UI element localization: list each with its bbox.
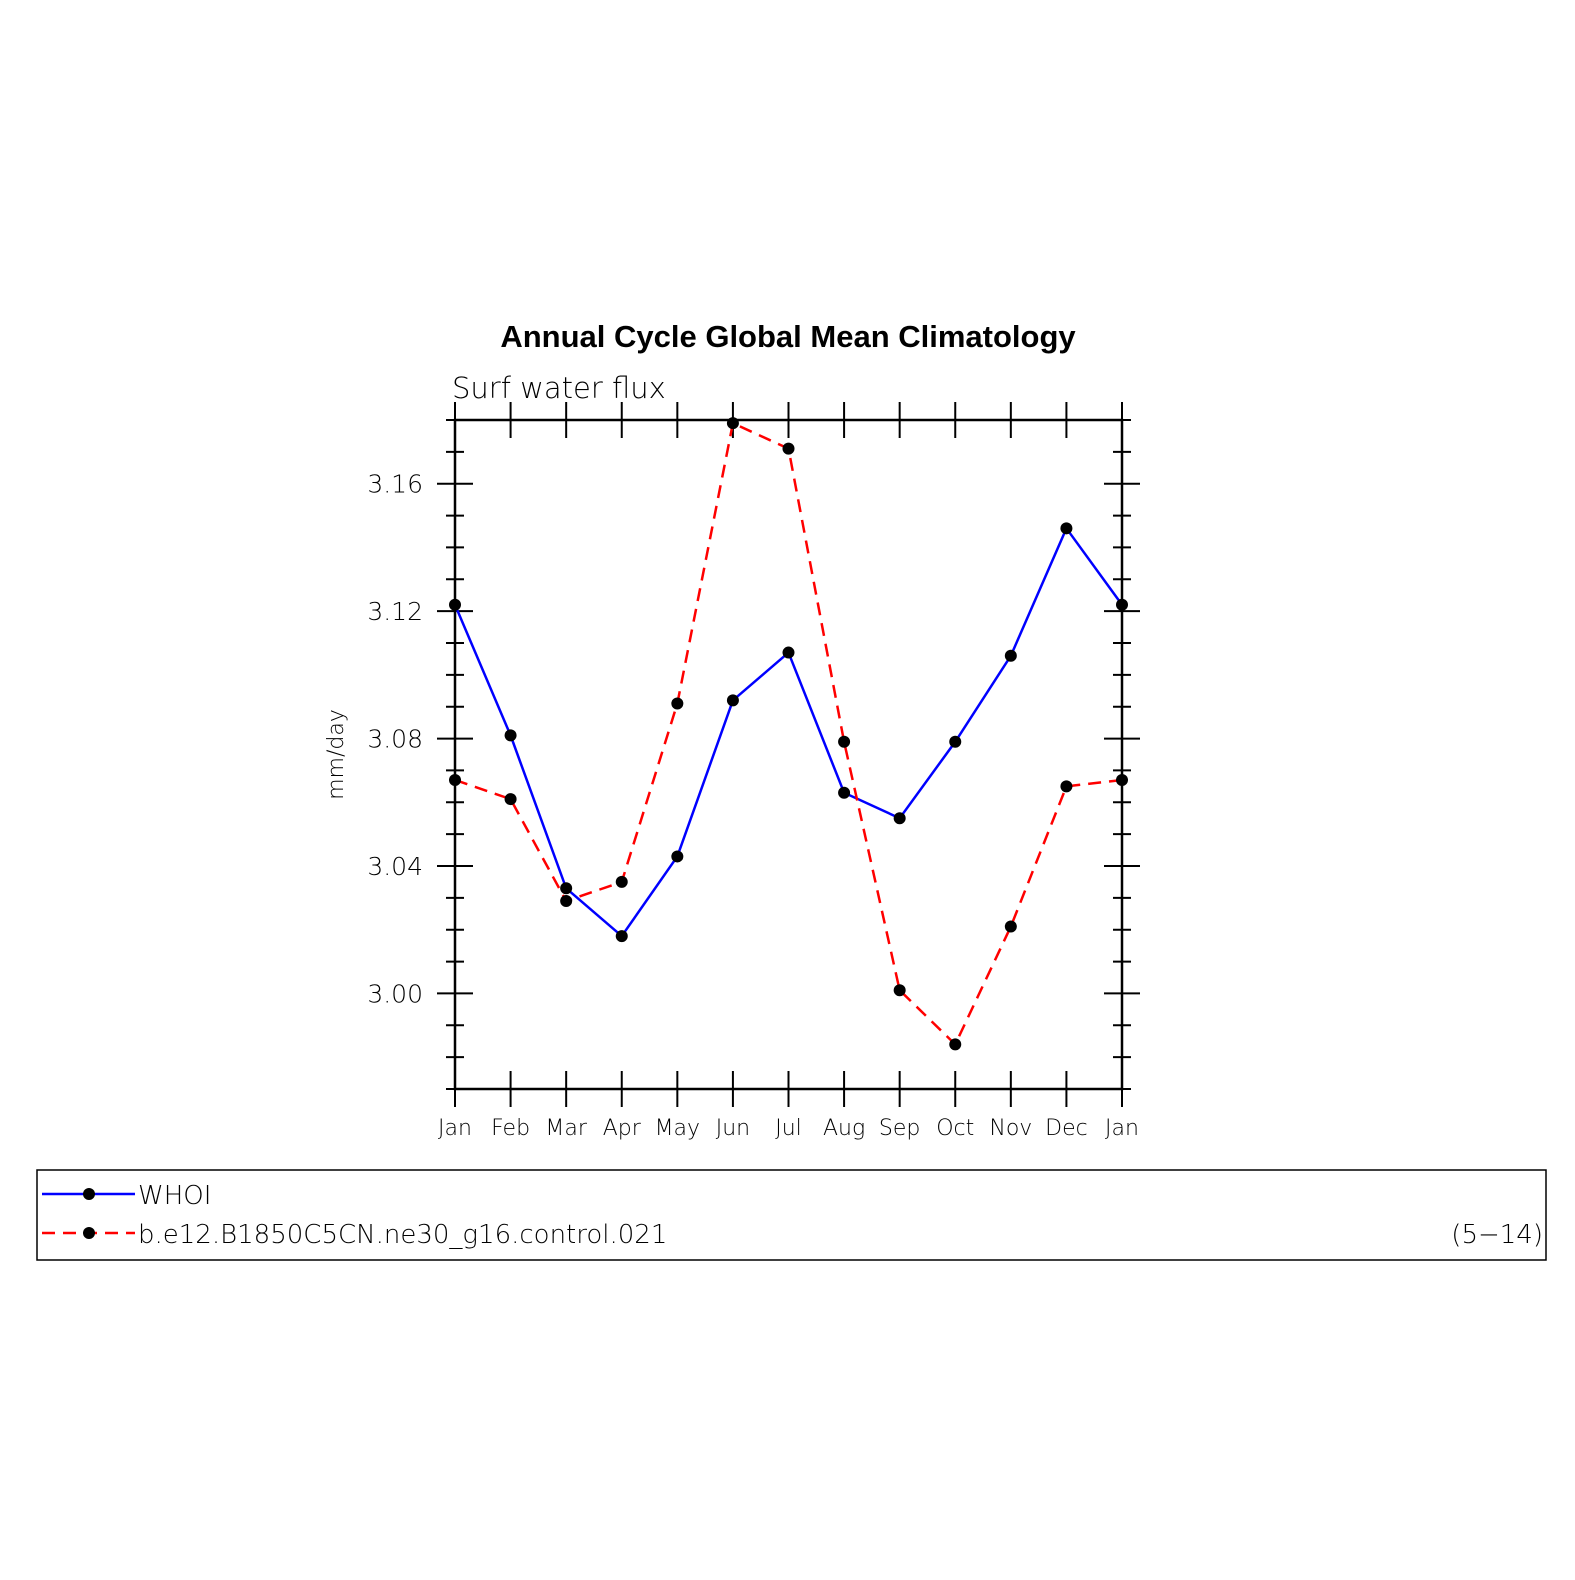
x-tick-label: May <box>655 1116 700 1141</box>
legend-label-2: b.e12.B1850C5CN.ne30_g16.control.021 <box>138 1220 667 1250</box>
data-point <box>949 1038 962 1051</box>
plot-frame <box>453 418 1124 1091</box>
annotation-label: (5−14) <box>1451 1220 1543 1250</box>
legend-marker-1 <box>83 1188 95 1200</box>
data-point <box>615 875 628 888</box>
data-point <box>782 442 795 455</box>
chart-title: Annual Cycle Global Mean Climatology <box>500 319 1076 354</box>
chart-subtitle: Surf water flux <box>452 371 666 405</box>
series-line <box>454 421 1123 1047</box>
x-tick-label: Aug <box>823 1116 865 1141</box>
data-point <box>893 984 906 997</box>
x-tick-label: Jan <box>1105 1116 1139 1141</box>
data-point <box>560 882 573 895</box>
x-tick-label: Sep <box>879 1116 920 1141</box>
y-tick-label: 3.00 <box>367 979 423 1008</box>
series-2 <box>449 417 1128 1051</box>
x-tick-label: Jan <box>438 1116 472 1141</box>
series-1 <box>449 522 1128 943</box>
y-tick-label: 3.16 <box>367 470 423 499</box>
x-tick-label: Dec <box>1045 1116 1088 1141</box>
x-tick-label: Apr <box>603 1116 642 1141</box>
legend-label-1: WHOI <box>138 1181 211 1211</box>
data-point <box>1004 920 1017 933</box>
legend-marker-2 <box>83 1227 95 1239</box>
legend: WHOI b.e12.B1850C5CN.ne30_g16.control.021… <box>36 1169 1547 1261</box>
series-group <box>449 417 1128 1051</box>
legend-box <box>36 1169 1547 1261</box>
x-tick-label: Mar <box>545 1116 587 1141</box>
data-point <box>838 735 851 748</box>
data-point <box>949 735 962 748</box>
y-tick-label: 3.08 <box>367 725 423 754</box>
data-point <box>838 786 851 799</box>
x-tick-label: Jul <box>775 1116 802 1141</box>
data-point <box>615 930 628 943</box>
data-point <box>671 850 684 863</box>
data-point <box>726 417 739 430</box>
data-point <box>671 697 684 710</box>
series-line <box>453 525 1124 938</box>
data-point <box>782 646 795 659</box>
y-tick-label: 3.04 <box>367 852 423 881</box>
data-point <box>1060 522 1073 535</box>
axes: 3.00 3.04 3.08 3.12 3.16 Jan Feb Mar Apr May Jun Ju… <box>367 402 1140 1141</box>
data-point <box>504 729 517 742</box>
x-tick-label: Feb <box>491 1116 530 1141</box>
data-point <box>560 895 573 908</box>
data-point <box>893 812 906 825</box>
data-point <box>1116 598 1128 611</box>
data-point <box>449 598 461 611</box>
x-tick-label: Nov <box>989 1116 1032 1141</box>
x-tick-label: Oct <box>936 1116 974 1141</box>
data-point <box>449 773 461 786</box>
data-point <box>726 694 739 707</box>
x-tick-label: Jun <box>716 1116 750 1141</box>
y-axis-label: mm/day <box>324 709 349 800</box>
y-tick-label: 3.12 <box>367 597 423 626</box>
data-point <box>504 793 517 806</box>
data-point <box>1116 773 1128 786</box>
data-point <box>1060 780 1073 793</box>
data-point <box>1004 649 1017 662</box>
